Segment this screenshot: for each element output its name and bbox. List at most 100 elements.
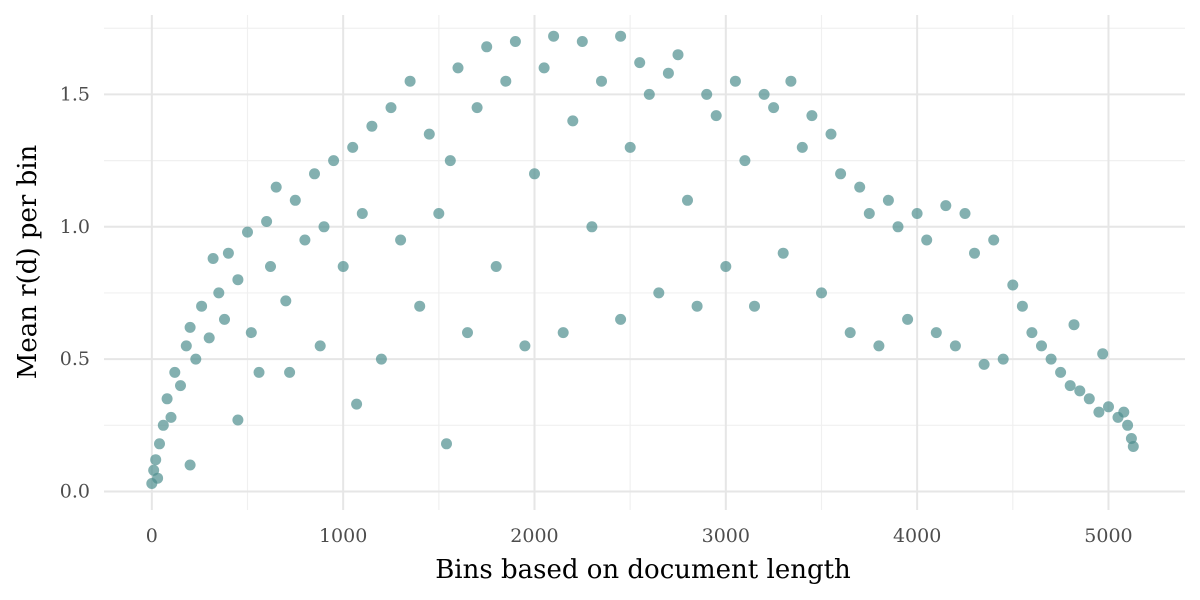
data-point <box>265 261 276 272</box>
data-point <box>328 155 340 167</box>
data-point <box>634 57 646 69</box>
data-point <box>1055 366 1067 378</box>
data-points <box>146 30 1139 489</box>
data-point <box>959 208 971 219</box>
data-point <box>615 313 627 325</box>
minor-gridlines <box>104 15 1185 510</box>
data-point <box>816 287 827 299</box>
data-point <box>169 366 181 378</box>
data-point <box>662 67 674 79</box>
data-point <box>509 36 521 47</box>
data-point <box>777 247 789 259</box>
data-point <box>219 313 230 325</box>
data-point <box>314 340 326 352</box>
data-point <box>261 216 273 227</box>
data-point <box>911 208 923 219</box>
data-point <box>930 327 942 339</box>
data-point <box>366 120 378 132</box>
y-tick-label: 1.0 <box>60 216 90 238</box>
data-point <box>691 300 703 312</box>
data-point <box>395 234 407 246</box>
data-point <box>490 261 502 272</box>
data-point <box>672 49 684 61</box>
data-point <box>825 128 837 140</box>
data-point <box>720 261 732 272</box>
data-point <box>701 88 713 100</box>
data-point <box>854 181 866 193</box>
data-point <box>835 168 847 180</box>
data-point <box>270 181 282 193</box>
data-point <box>1122 419 1134 431</box>
data-point <box>1097 348 1109 360</box>
data-point <box>284 366 296 378</box>
data-point <box>863 208 875 219</box>
y-tick-label: 0.5 <box>60 348 90 370</box>
data-point <box>892 221 904 233</box>
data-point <box>175 380 186 392</box>
data-point <box>1068 319 1080 331</box>
data-point <box>337 261 349 272</box>
data-point <box>749 300 760 312</box>
data-point <box>444 155 456 167</box>
x-tick-label: 4000 <box>893 525 941 547</box>
data-point <box>232 414 244 426</box>
data-point <box>299 234 311 246</box>
data-point <box>557 327 569 339</box>
data-point <box>500 75 512 87</box>
data-point <box>184 321 196 333</box>
data-point <box>347 141 359 153</box>
data-point <box>150 454 162 466</box>
data-point <box>624 141 636 153</box>
data-point <box>806 110 818 122</box>
data-point <box>351 398 363 410</box>
data-point <box>1045 353 1057 365</box>
data-point <box>978 358 990 370</box>
data-point <box>921 234 933 246</box>
data-point <box>481 41 493 53</box>
data-point <box>653 287 665 299</box>
data-point <box>207 253 219 264</box>
x-tick-label: 0 <box>146 525 158 547</box>
data-point <box>242 226 253 238</box>
data-point <box>423 128 435 140</box>
data-point <box>165 411 177 423</box>
data-point <box>404 75 416 87</box>
data-point <box>280 295 292 307</box>
data-point <box>196 300 208 312</box>
data-point <box>245 327 257 339</box>
data-point <box>433 208 445 219</box>
data-point <box>682 194 693 206</box>
data-point <box>1074 385 1086 397</box>
data-point <box>1007 279 1019 291</box>
data-point <box>997 353 1009 365</box>
data-point <box>988 234 1000 246</box>
y-tick-label: 1.5 <box>60 83 90 105</box>
x-tick-label: 1000 <box>319 525 367 547</box>
data-point <box>576 36 588 47</box>
data-point <box>643 88 655 100</box>
data-point <box>184 459 196 471</box>
data-point <box>538 62 550 74</box>
data-point <box>1118 406 1130 418</box>
data-point <box>1093 406 1105 418</box>
data-point <box>180 340 192 352</box>
data-point <box>785 75 797 87</box>
y-tick-label: 0.0 <box>60 480 90 502</box>
data-point <box>1083 393 1095 405</box>
data-point <box>1026 327 1038 339</box>
x-tick-label: 3000 <box>702 525 750 547</box>
data-point <box>414 300 426 312</box>
data-point <box>232 274 244 286</box>
data-point <box>318 221 330 233</box>
data-point <box>1016 300 1028 312</box>
data-point <box>873 340 885 352</box>
data-point <box>152 472 164 484</box>
data-point <box>710 110 722 122</box>
data-point <box>586 221 598 233</box>
data-point <box>213 287 225 299</box>
data-point <box>758 88 770 100</box>
x-tick-label: 2000 <box>510 525 558 547</box>
x-axis-title: Bins based on document length <box>435 555 851 585</box>
data-point <box>739 155 751 167</box>
